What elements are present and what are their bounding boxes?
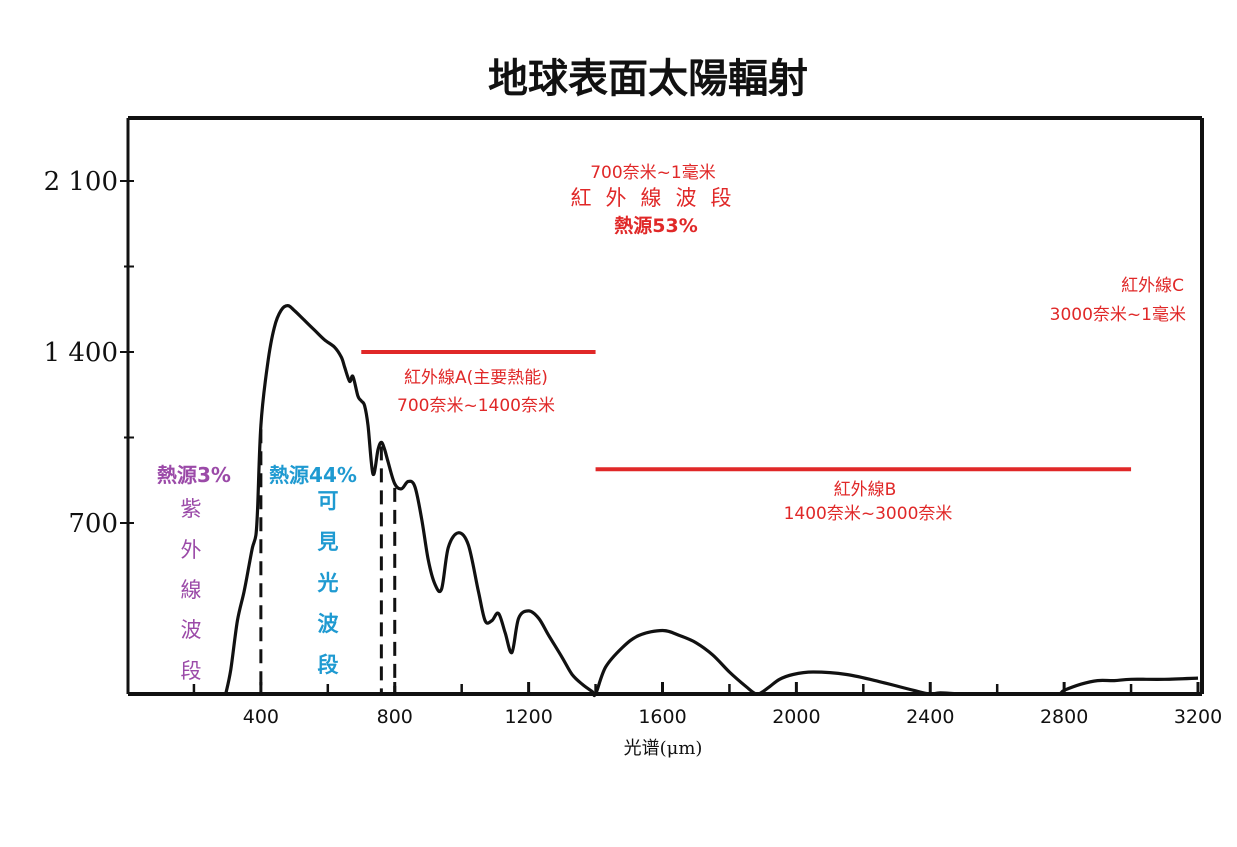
x-axis-label: 光谱(μm) <box>624 738 703 759</box>
ir-c-range: 3000奈米~1毫米 <box>1050 305 1186 325</box>
x-tick-label: 400 <box>243 706 279 728</box>
uv-annotation: 熱源3% 紫 外 線 波 段 <box>157 463 231 683</box>
y-tick-label: 1 400 <box>44 338 118 368</box>
ir-overall-annotation: 700奈米~1毫米 紅外線波段 熱源53% <box>571 163 746 237</box>
ir-b-annotation: 紅外線B 1400奈米~3000奈米 <box>784 480 953 524</box>
visible-annotation: 熱源44% 可 見 光 波 段 <box>269 463 357 677</box>
x-tick-label: 1200 <box>504 706 552 728</box>
visible-char: 段 <box>318 653 339 677</box>
y-tick-label: 2 100 <box>44 167 118 197</box>
uv-char: 外 <box>181 538 202 562</box>
spectrum-series <box>224 304 1199 698</box>
infrared-range-bars <box>361 350 1132 472</box>
ir-c-annotation: 紅外線C 3000奈米~1毫米 <box>1050 276 1186 325</box>
ir-a-annotation: 紅外線A(主要熱能) 700奈米~1400奈米 <box>397 368 555 416</box>
x-tick-label: 800 <box>377 706 413 728</box>
ir-a-range: 700奈米~1400奈米 <box>397 396 555 416</box>
ir-c-name: 紅外線C <box>1121 276 1184 296</box>
chart-title: 地球表面太陽輻射 <box>488 56 808 102</box>
ir-b-range: 1400奈米~3000奈米 <box>784 504 953 524</box>
ir-a-name: 紅外線A(主要熱能) <box>404 368 548 388</box>
visible-heat: 熱源44% <box>269 463 357 487</box>
visible-char: 可 <box>318 489 339 513</box>
x-tick-label: 1600 <box>638 706 686 728</box>
ir-overall-range: 700奈米~1毫米 <box>590 163 716 183</box>
uv-char: 波 <box>181 618 202 642</box>
uv-heat: 熱源3% <box>157 463 231 487</box>
spectrum-line <box>224 304 1199 698</box>
ir-overall-heat: 熱源53% <box>614 214 697 237</box>
y-ticks: 700 1 400 2 100 <box>44 167 134 539</box>
uv-char: 紫 <box>181 497 202 521</box>
x-tick-label: 2400 <box>906 706 954 728</box>
x-tick-label: 2000 <box>772 706 820 728</box>
x-tick-label: 3200 <box>1174 706 1222 728</box>
boundary-lines <box>259 429 397 694</box>
x-tick-label: 2800 <box>1040 706 1088 728</box>
y-tick-label: 700 <box>68 509 118 539</box>
visible-char: 波 <box>318 612 340 636</box>
ir-overall-name: 紅外線波段 <box>571 186 746 210</box>
ir-b-name: 紅外線B <box>834 480 897 500</box>
visible-char: 光 <box>317 571 339 595</box>
visible-char: 見 <box>318 530 339 554</box>
uv-char: 段 <box>181 659 202 683</box>
uv-char: 線 <box>181 578 202 602</box>
